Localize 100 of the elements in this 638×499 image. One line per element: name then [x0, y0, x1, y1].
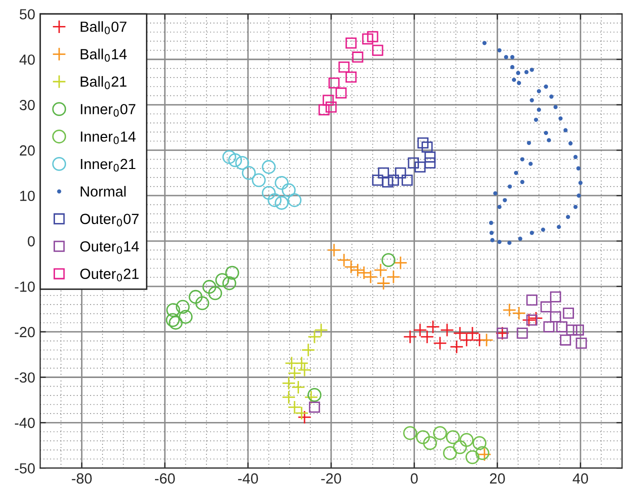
point: [536, 108, 542, 112]
legend-label: Outer$_{0}$21: [80, 268, 139, 282]
point: [541, 228, 546, 232]
point: [524, 70, 529, 74]
point: [544, 84, 548, 89]
point: [560, 334, 572, 346]
point: [558, 116, 563, 120]
point: [282, 376, 296, 390]
point: [465, 450, 480, 464]
point: [408, 157, 419, 168]
point: [374, 263, 388, 278]
point: [514, 170, 518, 175]
point: [382, 176, 394, 188]
y-tick-label: 20: [20, 145, 35, 156]
point: [497, 240, 502, 244]
point: [443, 446, 457, 460]
point: [556, 321, 568, 332]
point: [493, 191, 498, 196]
point: [510, 55, 514, 60]
point: [298, 410, 312, 424]
point: [420, 330, 434, 344]
point: [424, 157, 436, 168]
point: [372, 174, 384, 186]
x-tick-label: -20: [321, 473, 342, 484]
point: [423, 436, 437, 450]
point: [530, 68, 534, 72]
point: [546, 138, 551, 142]
y-tick-label: -10: [14, 282, 35, 292]
point: [176, 300, 190, 314]
point: [274, 176, 289, 190]
point: [308, 388, 322, 402]
point: [502, 303, 516, 317]
point: [453, 440, 467, 454]
point: [222, 276, 236, 290]
point: [424, 151, 436, 163]
point: [508, 184, 512, 189]
point: [413, 323, 428, 337]
point: [262, 160, 276, 174]
point: [235, 156, 250, 170]
point: [294, 406, 309, 420]
point: [403, 330, 418, 344]
point: [367, 31, 378, 42]
y-tick-label: -40: [14, 418, 35, 428]
point: [572, 324, 584, 336]
point: [573, 154, 578, 160]
point: [416, 430, 430, 444]
point: [576, 338, 587, 349]
point: [566, 214, 570, 220]
point: [178, 310, 193, 324]
point: [357, 266, 371, 280]
point: [516, 70, 520, 76]
point: [433, 336, 447, 350]
point: [526, 294, 538, 306]
x-tick-label: 40: [572, 473, 588, 484]
point: [378, 167, 390, 178]
point: [562, 308, 574, 319]
point: [530, 230, 534, 235]
point: [512, 306, 526, 320]
point: [222, 150, 236, 164]
point: [282, 183, 296, 198]
point: [386, 270, 400, 284]
point: [446, 430, 460, 444]
point: [512, 78, 516, 82]
point: [225, 266, 240, 280]
point: [566, 324, 578, 336]
point: [550, 291, 562, 302]
x-tick-label: -40: [238, 473, 258, 484]
point: [576, 194, 581, 198]
point: [326, 102, 337, 113]
legend-label: Outer$_{0}$14: [80, 241, 139, 254]
point: [328, 77, 340, 89]
point: [516, 328, 528, 339]
point: [195, 296, 210, 310]
point: [228, 153, 242, 168]
legend-label: Ball$_{0}$21: [80, 76, 126, 90]
point: [453, 326, 467, 340]
point: [202, 280, 216, 294]
point: [282, 390, 296, 404]
point: [344, 260, 358, 274]
point: [337, 253, 351, 268]
legend-label: Ball$_{0}$07: [80, 21, 126, 34]
point: [472, 436, 486, 450]
point: [402, 174, 413, 186]
point: [576, 166, 580, 170]
legend-label: Outer$_{0}$07: [80, 214, 139, 226]
point: [414, 161, 426, 173]
point: [376, 276, 390, 290]
point: [394, 167, 406, 178]
point: [327, 243, 341, 258]
point: [301, 343, 316, 357]
point: [382, 253, 396, 268]
y-tick-label: 10: [20, 190, 35, 202]
point: [507, 240, 512, 245]
point: [573, 204, 578, 210]
point: [482, 40, 487, 46]
point: [372, 44, 384, 56]
x-tick-label: -80: [72, 473, 92, 484]
point: [362, 33, 374, 45]
point: [536, 89, 542, 94]
legend-label: Normal: [80, 186, 126, 197]
